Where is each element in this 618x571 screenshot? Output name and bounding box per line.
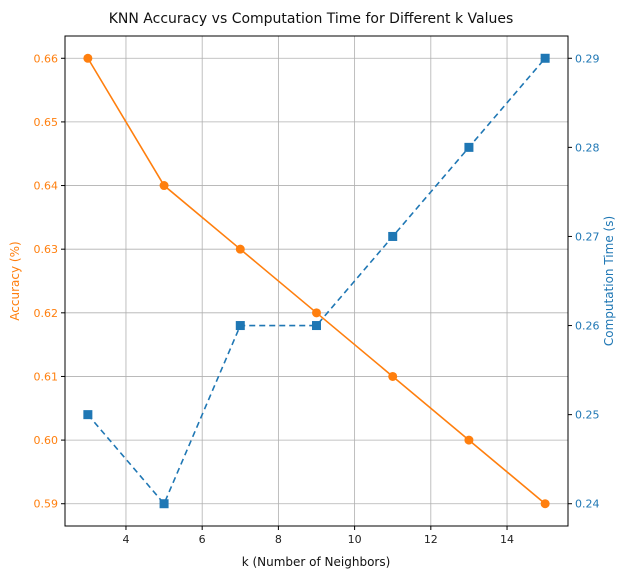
accuracy-point: [312, 308, 321, 318]
y-right-tick-label: 0.25: [575, 409, 600, 422]
x-tick-label: 10: [348, 533, 362, 546]
series-layer: [83, 53, 550, 509]
y-left-tick-label: 0.66: [34, 52, 59, 65]
computation-time-line: [87, 57, 546, 506]
y-right-axis-ticks: 0.24 0.25 0.26 0.27 0.28 0.29: [568, 52, 600, 511]
y-right-tick-label: 0.27: [575, 230, 600, 243]
accuracy-point: [83, 53, 93, 63]
accuracy-point: [388, 371, 398, 381]
computation-time-point: [83, 410, 93, 420]
accuracy-point: [235, 244, 245, 254]
x-tick-label: 6: [199, 533, 206, 546]
y-left-axis-ticks: 0.59 0.60 0.61 0.62 0.63 0.64 0.65 0.66: [34, 52, 65, 511]
y-right-tick-label: 0.28: [575, 141, 600, 154]
y-left-tick-label: 0.63: [34, 243, 59, 256]
y-right-tick-label: 0.29: [575, 52, 600, 65]
y-left-tick-label: 0.64: [34, 180, 59, 193]
accuracy-line: [87, 57, 546, 505]
computation-time-point: [159, 499, 169, 509]
x-tick-label: 12: [424, 533, 438, 546]
x-tick-label: 8: [275, 533, 282, 546]
y-right-tick-label: 0.24: [575, 498, 600, 511]
y-left-tick-label: 0.65: [34, 116, 59, 129]
computation-time-point: [540, 53, 550, 63]
y-right-tick-label: 0.26: [575, 320, 600, 333]
computation-time-point: [464, 142, 474, 152]
y-left-tick-label: 0.59: [34, 498, 59, 511]
y-left-tick-label: 0.61: [34, 370, 59, 383]
computation-time-point: [235, 321, 245, 331]
accuracy-point: [464, 435, 474, 445]
y-left-axis-label: Accuracy (%): [8, 241, 22, 320]
y-left-tick-label: 0.60: [34, 434, 59, 447]
computation-time-point: [388, 231, 398, 241]
grid: [65, 36, 568, 526]
accuracy-point: [540, 499, 550, 509]
y-right-axis-label: Computation Time (s): [602, 216, 616, 346]
y-left-tick-label: 0.62: [34, 307, 59, 320]
x-tick-label: 14: [500, 533, 514, 546]
computation-time-point: [312, 321, 321, 331]
plot-frame: [64, 35, 569, 527]
x-axis-label: k (Number of Neighbors): [242, 555, 391, 569]
x-tick-label: 4: [122, 533, 129, 546]
x-axis-ticks: 4 6 8 10 12 14: [122, 526, 514, 546]
chart-title: KNN Accuracy vs Computation Time for Dif…: [109, 11, 514, 27]
accuracy-point: [159, 181, 169, 191]
